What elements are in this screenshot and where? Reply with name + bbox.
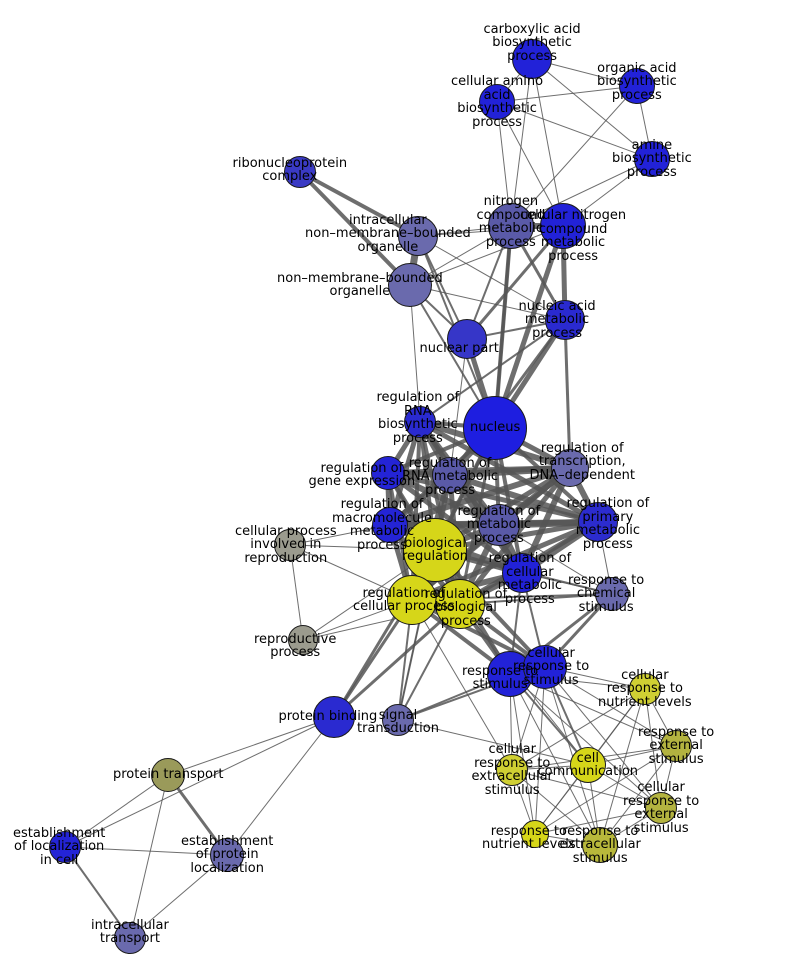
graph-node-protein-transport[interactable] (151, 758, 185, 792)
graph-node-establishment-of-protein-localization[interactable] (210, 838, 244, 872)
edge (387, 470, 599, 525)
graph-node-regulation-of-gene-expression[interactable] (371, 456, 405, 490)
edge (299, 170, 419, 238)
edge (531, 58, 653, 160)
graph-node-regulation-of-cellular-metabolic-process[interactable] (502, 553, 542, 593)
edge (511, 688, 646, 771)
graph-node-intracellular-transport[interactable] (114, 922, 146, 954)
graph-node-carboxylic-acid-biosynthetic-process[interactable] (512, 39, 552, 79)
graph-node-non-membrane-bounded-organelle[interactable] (388, 263, 432, 307)
edge (459, 593, 613, 605)
graph-node-nuclear-part[interactable] (447, 319, 487, 359)
edge (496, 85, 638, 103)
edge (64, 716, 335, 848)
edge (298, 170, 412, 287)
edge (129, 854, 228, 939)
edge (510, 85, 638, 227)
edge (563, 319, 572, 469)
graph-node-response-to-chemical-stimulus[interactable] (595, 577, 629, 611)
edge (534, 745, 677, 835)
graph-node-nucleus[interactable] (463, 396, 527, 460)
graph-node-response-to-nutrient-levels[interactable] (521, 820, 549, 848)
edge (534, 807, 662, 835)
graph-node-regulation-of-cellular-process[interactable] (387, 575, 437, 625)
edge (417, 235, 566, 321)
graph-node-establishment-of-localization-in-cell[interactable] (49, 831, 81, 863)
graph-node-reproductive-process[interactable] (288, 625, 318, 655)
edge (167, 716, 335, 776)
edge (509, 673, 536, 835)
edge (531, 58, 564, 227)
graph-node-biological-regulation[interactable] (403, 518, 467, 582)
edge (509, 673, 601, 846)
graph-node-response-to-external-stimulus[interactable] (660, 730, 692, 762)
graph-node-amine-biosynthetic-process[interactable] (634, 141, 670, 177)
graph-node-cellular-amino-acid-biosynthetic-process[interactable] (479, 84, 515, 120)
edge (493, 225, 513, 429)
graph-node-response-to-extracellular-stimulus[interactable] (582, 827, 618, 863)
edge (387, 465, 571, 476)
graph-node-regulation-of-biological-process[interactable] (435, 579, 485, 629)
edge (511, 769, 662, 809)
graph-node-cellular-process-involved-in-reproduction[interactable] (274, 529, 306, 561)
edge (409, 284, 421, 423)
edge (409, 225, 564, 286)
graph-node-cell-communication[interactable] (570, 747, 606, 783)
graph-node-cellular-nitrogen-compound-metabolic-process[interactable] (540, 203, 586, 249)
graph-node-nitrogen-compound-metabolic-process[interactable] (488, 203, 534, 249)
edge (64, 774, 169, 848)
graph-node-intracellular-non-membrane-bounded-organelle[interactable] (398, 216, 438, 256)
graph-node-cellular-response-to-nutrient-levels[interactable] (629, 673, 661, 705)
edge (498, 524, 613, 595)
graph-node-regulation-of-transcription-dna-dependent[interactable] (551, 449, 589, 487)
edge (599, 745, 677, 846)
edge (226, 716, 335, 856)
edge (409, 284, 566, 321)
edge (544, 666, 662, 809)
graph-node-cellular-response-to-extracellular-stimulus[interactable] (496, 754, 528, 786)
edge (129, 774, 169, 939)
edge (510, 158, 653, 227)
edge (332, 602, 462, 719)
graph-node-nucleic-acid-metabolic-process[interactable] (545, 300, 585, 340)
graph-node-regulation-of-rna-biosynthetic-process[interactable] (404, 406, 436, 438)
graph-node-signal-transduction[interactable] (382, 704, 414, 736)
graph-node-ribonucleoprotein-complex[interactable] (284, 156, 316, 188)
graph-node-protein-binding[interactable] (313, 696, 355, 738)
graph-node-regulation-of-primary-metabolic-process[interactable] (578, 502, 618, 542)
edge (544, 666, 677, 747)
edge (465, 225, 565, 340)
graph-node-cellular-response-to-stimulus[interactable] (523, 645, 567, 689)
edge (496, 101, 653, 160)
edge (411, 599, 513, 771)
edge (534, 666, 546, 835)
edge (64, 846, 228, 856)
edge (419, 319, 566, 423)
edge (397, 719, 589, 766)
edge (510, 58, 533, 227)
edge (449, 338, 468, 476)
edge (64, 846, 131, 939)
graph-node-regulation-of-rna-metabolic-process[interactable] (432, 457, 468, 493)
graph-node-cellular-response-to-external-stimulus[interactable] (645, 792, 677, 824)
edge (644, 688, 662, 809)
graph-node-regulation-of-metabolic-process[interactable] (478, 504, 520, 546)
graph-node-organic-acid-biosynthetic-process[interactable] (619, 68, 655, 104)
graph-node-regulation-of-macromolecule-metabolic-process[interactable] (372, 507, 408, 543)
